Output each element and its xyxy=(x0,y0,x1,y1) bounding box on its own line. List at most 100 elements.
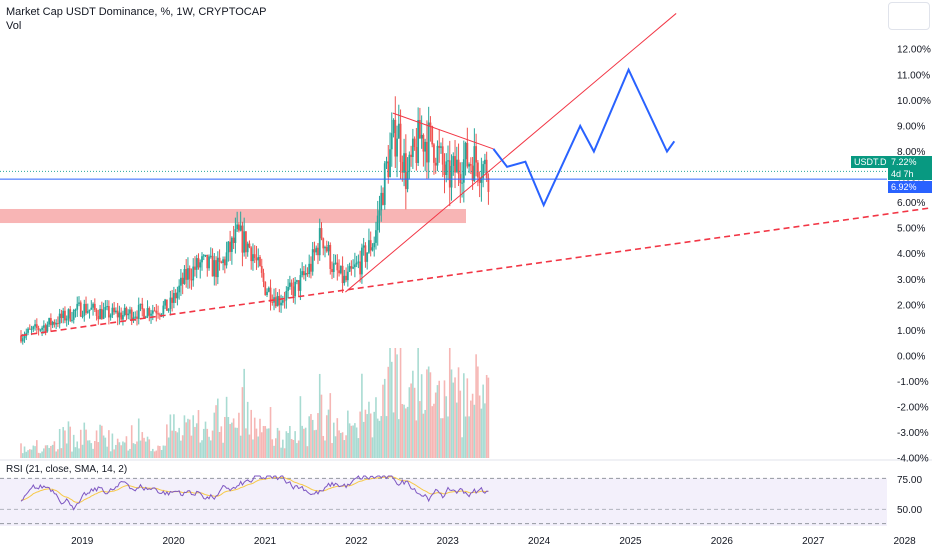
candle-body xyxy=(202,255,205,257)
volume-bar xyxy=(180,440,182,458)
candle-body xyxy=(383,163,386,205)
volume-bar xyxy=(204,421,207,458)
candle-body xyxy=(206,254,209,269)
volume-bar xyxy=(369,413,372,458)
volume-bar xyxy=(390,361,393,458)
candle-body xyxy=(81,315,84,317)
volume-bar xyxy=(25,451,28,458)
candle-body xyxy=(157,313,159,315)
rsi-indicator-label[interactable]: RSI (21, close, SMA, 14, 2) xyxy=(6,464,128,475)
volume-bar xyxy=(234,427,237,458)
candle-body xyxy=(285,290,288,301)
trend-line[interactable] xyxy=(20,206,932,337)
chart-settings-button[interactable] xyxy=(888,2,930,30)
candle-body xyxy=(190,279,193,281)
candle-body xyxy=(276,296,279,307)
candle-body xyxy=(79,302,82,317)
volume-bar xyxy=(232,418,235,458)
y-tick-label: -3.00% xyxy=(897,428,929,439)
candle-body xyxy=(229,241,232,252)
candle-body xyxy=(104,306,107,310)
candle-body xyxy=(436,145,439,166)
candle-body xyxy=(225,252,228,266)
trend-line[interactable] xyxy=(392,112,494,150)
candle-body xyxy=(259,256,261,266)
rsi-ma-line xyxy=(21,476,489,503)
candle-body xyxy=(20,335,22,342)
volume-bar xyxy=(157,445,159,458)
candle-body xyxy=(109,315,112,318)
trend-line[interactable] xyxy=(345,13,677,293)
candle-body xyxy=(454,156,456,173)
volume-bar xyxy=(136,441,138,458)
candle-body xyxy=(192,266,195,281)
volume-bar xyxy=(447,416,449,458)
y-tick-label: 8.00% xyxy=(897,147,925,158)
volume-bar xyxy=(310,414,312,458)
candle-body xyxy=(252,254,254,262)
volume-bar xyxy=(115,444,117,458)
candle-body xyxy=(473,146,476,181)
volume-bar xyxy=(338,430,340,458)
x-tick-label: 2026 xyxy=(711,536,734,547)
candle-body xyxy=(213,260,216,277)
candle-body xyxy=(348,266,351,272)
candle-body xyxy=(408,154,411,172)
volume-bar xyxy=(475,354,477,458)
candle-body xyxy=(366,252,369,262)
volume-bar xyxy=(213,412,216,458)
volume-bar xyxy=(473,404,476,458)
volume-bar xyxy=(485,374,488,458)
volume-bar xyxy=(408,387,411,458)
candle-body xyxy=(199,262,202,268)
projection-path[interactable] xyxy=(492,67,676,208)
volume-bar xyxy=(378,420,381,458)
volume-bar xyxy=(348,423,351,458)
volume-bar xyxy=(209,440,212,458)
volume-bar xyxy=(324,440,326,458)
candle-body xyxy=(278,296,281,306)
candle-body xyxy=(220,261,223,263)
volume-bar xyxy=(37,452,40,458)
candle-body xyxy=(51,321,54,326)
candle-body xyxy=(295,280,298,282)
candle-body xyxy=(313,249,316,253)
volume-bar xyxy=(334,436,337,458)
candle-body xyxy=(339,265,342,274)
x-tick-label: 2024 xyxy=(528,536,551,547)
volume-bar xyxy=(71,451,73,458)
candle-body xyxy=(343,275,346,284)
candle-body xyxy=(85,303,87,313)
candle-body xyxy=(306,273,309,275)
volume-bar xyxy=(48,447,50,458)
volume-bar xyxy=(152,448,154,458)
drawing-layer[interactable] xyxy=(0,13,932,337)
axis-layer: 12.00%11.00%10.00%9.00%8.00%7.00%6.00%5.… xyxy=(71,45,931,547)
horizontal-level-tag: 6.92% xyxy=(888,181,932,193)
volume-bar xyxy=(74,447,77,458)
volume-bar xyxy=(224,416,226,458)
candle-body xyxy=(27,328,29,333)
volume-bar xyxy=(192,415,195,458)
volume-bar xyxy=(208,436,210,458)
candle-body xyxy=(390,133,393,150)
candle-body xyxy=(362,245,365,248)
volume-bar xyxy=(188,419,191,458)
candle-body xyxy=(197,258,200,268)
candle-body xyxy=(441,146,444,165)
candle-body xyxy=(48,318,51,325)
support-zone[interactable] xyxy=(0,208,466,224)
volume-bar xyxy=(29,449,31,458)
candle-body xyxy=(107,306,110,318)
candle-body xyxy=(406,171,409,190)
candle-body xyxy=(429,122,432,126)
volume-bar xyxy=(340,433,342,458)
volume-bar xyxy=(257,436,260,458)
volume-bar xyxy=(108,430,110,458)
volume-bar xyxy=(55,451,57,458)
volume-bar xyxy=(487,377,490,458)
candle-body xyxy=(99,308,101,320)
volume-bar xyxy=(420,374,423,458)
